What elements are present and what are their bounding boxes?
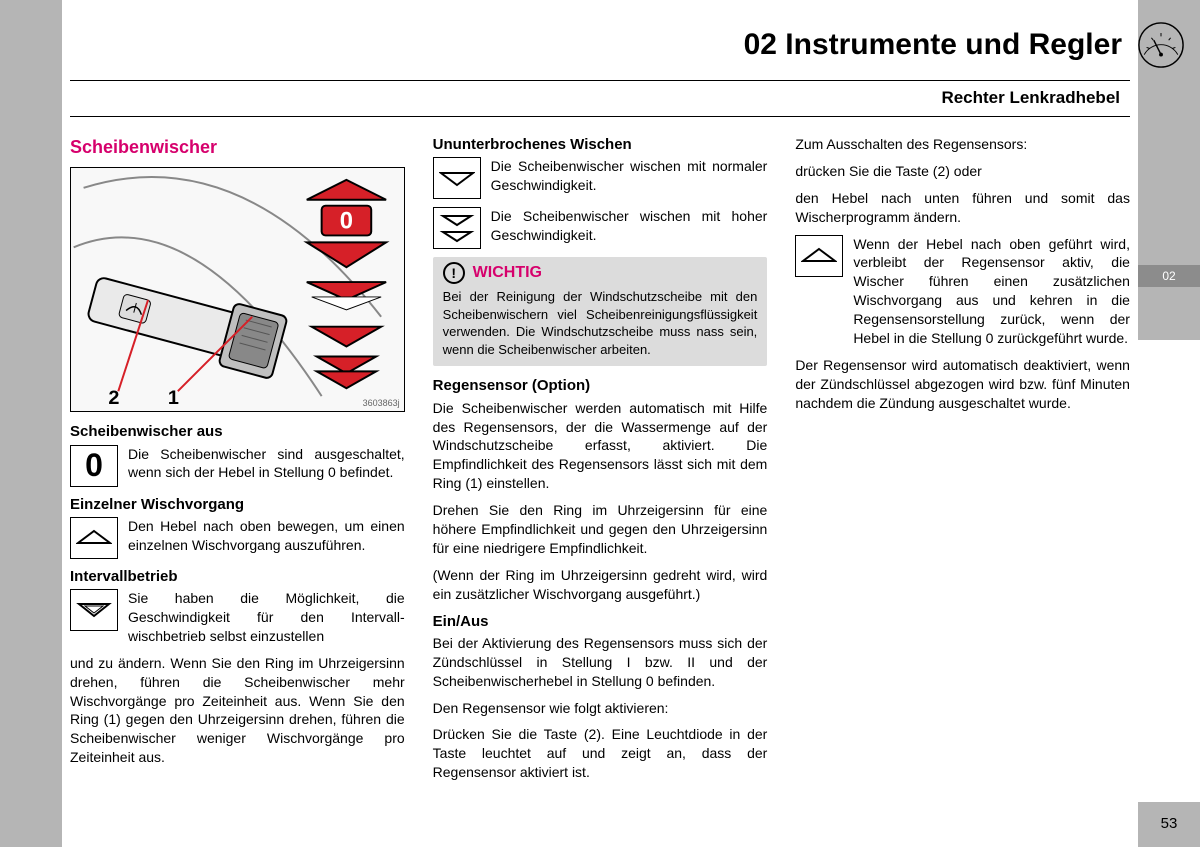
onoff-para4: Zum Ausschalten des Regensensors: xyxy=(795,135,1130,154)
onoff-para8: Der Regensensor wird automatisch deakti­… xyxy=(795,356,1130,413)
row-normal-speed: Die Scheibenwischer wischen mit normaler… xyxy=(433,157,768,199)
para-ring-cw: (Wenn der Ring im Uhrzeigersinn gedreht … xyxy=(433,566,768,604)
page-number: 53 xyxy=(1161,814,1178,834)
up-arrow-icon xyxy=(70,517,118,559)
chapter-title: 02 Instrumente und Regler xyxy=(744,25,1122,66)
heading-interval: Intervallbetrieb xyxy=(70,567,405,587)
svg-text:1: 1 xyxy=(168,387,179,409)
diagram-id: 3603863j xyxy=(363,397,400,409)
normal-speed-icon xyxy=(433,157,481,199)
text-normal-speed: Die Scheibenwischer wischen mit normaler… xyxy=(491,157,768,199)
heading-onoff: Ein/Aus xyxy=(433,612,768,632)
important-icon: ! xyxy=(443,262,465,284)
heading-single: Einzelner Wischvorgang xyxy=(70,495,405,515)
section-title: Rechter Lenkradhebel xyxy=(941,88,1120,107)
text-off: Die Scheibenwischer sind ausge­schaltet,… xyxy=(128,445,405,487)
row-single: Den Hebel nach oben bewegen, um einen ei… xyxy=(70,517,405,559)
important-title: WICHTIG xyxy=(473,262,542,284)
lever-up-icon xyxy=(795,235,843,277)
row-high-speed: Die Scheibenwischer wischen mit hoher Ge… xyxy=(433,207,768,249)
content-columns: Scheibenwischer xyxy=(70,135,1130,792)
important-box: ! WICHTIG Bei der Reinigung der Windschu… xyxy=(433,257,768,366)
heading-off: Scheibenwischer aus xyxy=(70,422,405,442)
heading-wipers: Scheibenwischer xyxy=(70,135,405,159)
row-interval: Sie haben die Möglichkeit, die Geschwind… xyxy=(70,589,405,646)
row-lever-up: Wenn der Hebel nach oben ge­führt wird, … xyxy=(795,235,1130,348)
onoff-para3: Drücken Sie die Taste (2). Eine Leuchtdi… xyxy=(433,725,768,782)
rain-para1: Die Scheibenwischer werden automatisch m… xyxy=(433,399,768,493)
svg-text:0: 0 xyxy=(340,208,353,235)
text-high-speed: Die Scheibenwischer wischen mit hoher Ge… xyxy=(491,207,768,249)
text-lever-up: Wenn der Hebel nach oben ge­führt wird, … xyxy=(853,235,1130,348)
text-single: Den Hebel nach oben bewegen, um einen ei… xyxy=(128,517,405,559)
onoff-para2: Den Regensensor wie folgt aktivieren: xyxy=(433,699,768,718)
row-off: 0 Die Scheibenwischer sind ausge­schalte… xyxy=(70,445,405,487)
heading-continuous: Ununterbrochenes Wischen xyxy=(433,135,768,155)
heading-rain-sensor: Regensensor (Option) xyxy=(433,376,768,396)
svg-text:2: 2 xyxy=(108,387,119,409)
gauge-icon xyxy=(1134,18,1188,72)
text-interval: Sie haben die Möglichkeit, die Geschwind… xyxy=(128,589,405,646)
page-number-box: 53 xyxy=(1138,802,1200,847)
high-speed-icon xyxy=(433,207,481,249)
onoff-para6: den Hebel nach unten führen und somit da… xyxy=(795,189,1130,227)
page-header: 02 Instrumente und Regler xyxy=(70,20,1200,70)
rain-para2: Drehen Sie den Ring im Uhrzeigersinn für… xyxy=(433,501,768,558)
section-title-bar: Rechter Lenkradhebel xyxy=(70,80,1130,117)
onoff-para1: Bei der Aktivierung des Regensensors mus… xyxy=(433,634,768,691)
onoff-para5: drücken Sie die Taste (2) oder xyxy=(795,162,1130,181)
important-text: Bei der Reinigung der Windschutzscheibe … xyxy=(443,288,758,358)
chapter-tab: 02 xyxy=(1138,265,1200,287)
para-continuation: und zu ändern. Wenn Sie den Ring im Uhrz… xyxy=(70,654,405,767)
zero-icon: 0 xyxy=(70,445,118,487)
interval-icon xyxy=(70,589,118,631)
wiper-lever-diagram: 0 2 1 3603863j xyxy=(70,167,405,412)
left-margin-bar xyxy=(0,0,62,847)
